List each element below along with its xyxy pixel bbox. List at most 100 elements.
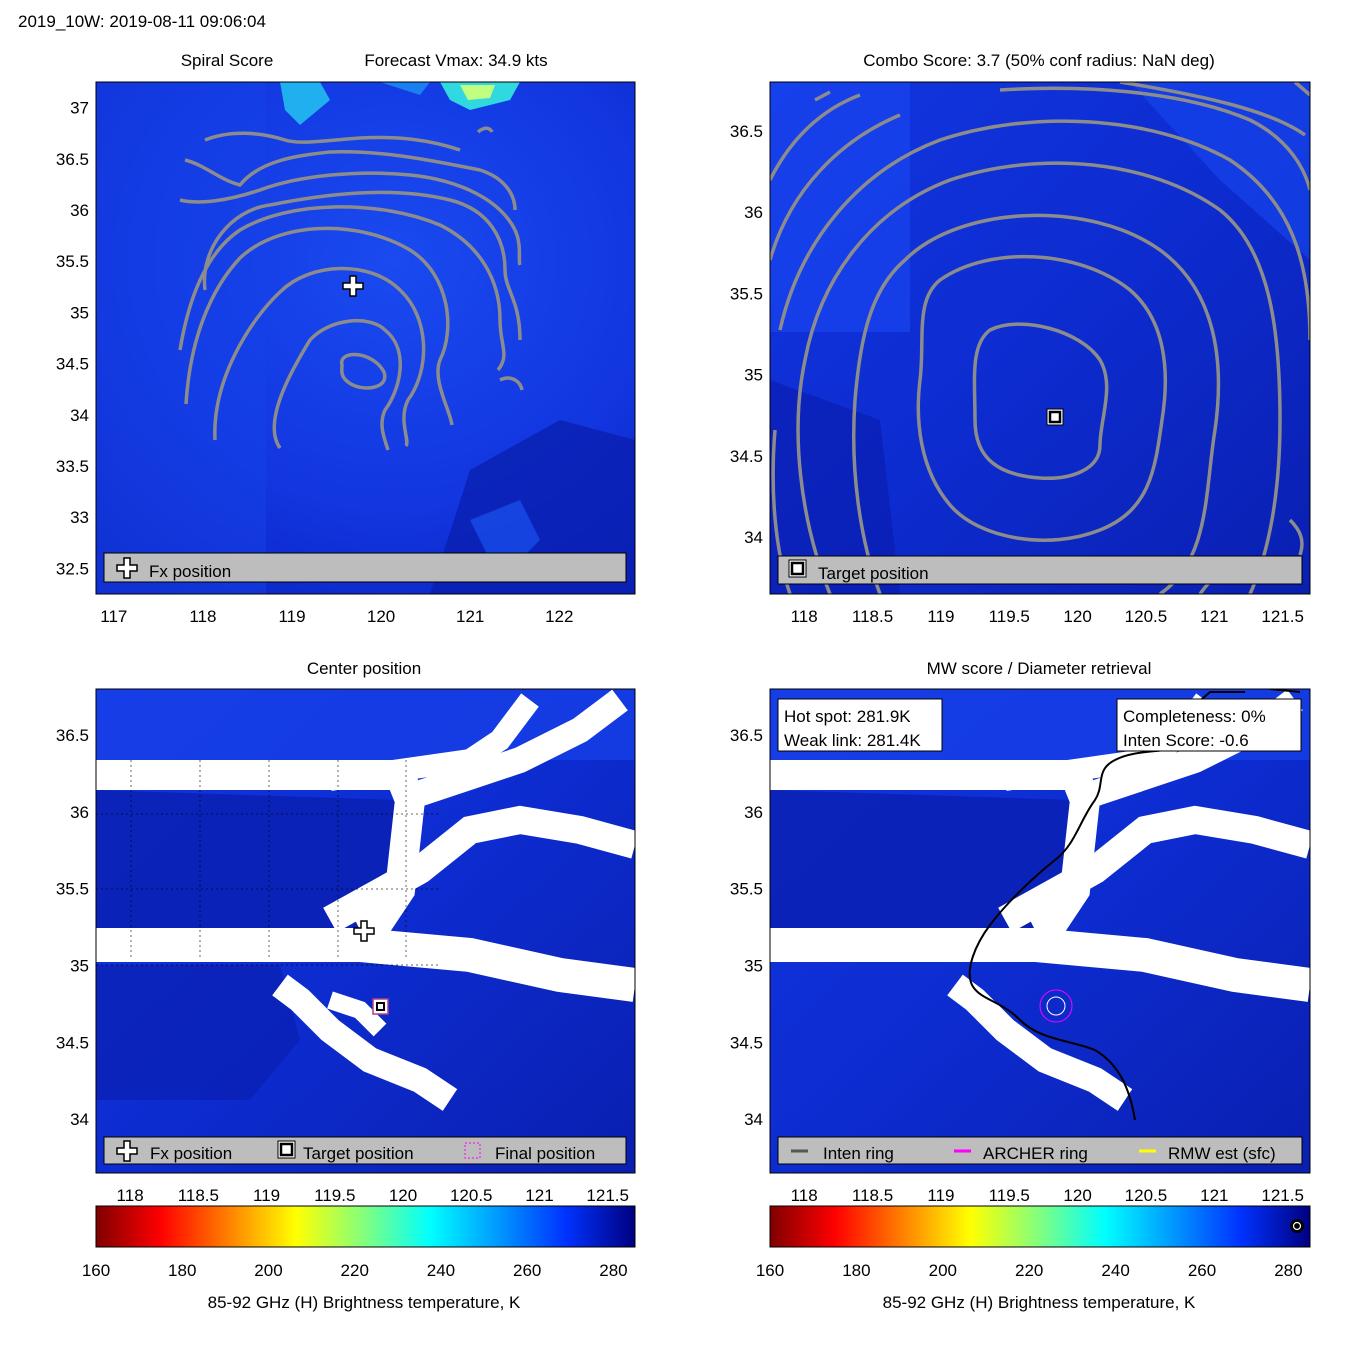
y-tick-label: 34.5: [730, 447, 763, 466]
x-tick-label: 119: [253, 1186, 280, 1205]
y-tick-label: 35: [744, 957, 763, 976]
y-tick-label: 35.5: [730, 284, 763, 303]
target-position-icon: [277, 1140, 296, 1159]
y-tick-label: 35: [70, 303, 89, 322]
x-tick-label: 121: [1200, 607, 1228, 626]
spiral-title: Spiral Score: [181, 51, 274, 70]
combo-legend-target: Target position: [818, 564, 929, 583]
x-tick-label: 118: [791, 1186, 818, 1205]
y-tick-label: 34.5: [56, 1033, 89, 1052]
y-tick-label: 32.5: [56, 559, 89, 578]
colorbar-tick-label: 220: [1015, 1261, 1043, 1280]
final-position-icon: [464, 1142, 481, 1159]
x-tick-label: 118.5: [852, 1186, 893, 1205]
mw-masks: [770, 689, 1310, 1111]
x-tick-label: 118: [189, 607, 216, 626]
y-tick-label: 33: [70, 508, 89, 527]
center-final-marker: [372, 998, 389, 1015]
x-tick-label: 119.5: [314, 1186, 355, 1205]
mw-legend-inten: Inten ring: [823, 1144, 894, 1163]
mw-ticks: 118 118.5 119 119.5 120 120.5 121 121.5 36.5 36 35…: [730, 726, 1304, 1205]
y-tick-label: 36: [744, 803, 763, 822]
panel-combo: Combo Score: 3.7 (50% conf radius: NaN d…: [730, 51, 1311, 626]
colorbar-tick-label: 260: [1188, 1261, 1216, 1280]
colorbar-left-label: 85-92 GHz (H) Brightness temperature, K: [208, 1293, 521, 1312]
panel-spiral: Spiral Score Forecast Vmax: 34.9 kts: [56, 51, 636, 626]
x-tick-label: 121.5: [586, 1186, 629, 1205]
center-fx-marker: [353, 920, 375, 942]
x-tick-label: 119: [927, 607, 954, 626]
x-tick-label: 120.5: [450, 1186, 493, 1205]
y-tick-label: 37: [70, 99, 89, 118]
y-tick-label: 34: [70, 406, 89, 425]
spiral-cold-patch: [280, 82, 330, 125]
y-tick-label: 36: [744, 203, 763, 222]
y-tick-label: 36: [70, 803, 89, 822]
x-tick-label: 119.5: [989, 1186, 1030, 1205]
combo-legend: Target position: [777, 555, 1303, 585]
panel-center: Center position: [56, 659, 636, 1205]
y-tick-label: 35.5: [730, 880, 763, 899]
y-tick-label: 34: [744, 528, 763, 547]
mw-completeness: Completeness: 0%: [1123, 707, 1266, 726]
y-tick-label: 35.5: [56, 252, 89, 271]
colorbar-tick-label: 240: [1101, 1261, 1129, 1280]
spiral-vmax: Forecast Vmax: 34.9 kts: [364, 51, 547, 70]
combo-title: Combo Score: 3.7 (50% conf radius: NaN d…: [863, 51, 1215, 70]
mw-archer-rings: [1039, 989, 1073, 1023]
target-position-icon: [788, 559, 807, 578]
mw-info-right: Completeness: 0% Inten Score: -0.6: [1116, 698, 1302, 752]
mw-coastline: [968, 691, 1245, 1121]
colorbar-tick-label: 200: [254, 1261, 282, 1280]
mw-weak-link: Weak link: 281.4K: [784, 731, 921, 750]
mw-hot-spot: Hot spot: 281.9K: [784, 707, 911, 726]
x-tick-label: 118: [791, 607, 818, 626]
spiral-fx-marker: [342, 275, 364, 297]
x-tick-label: 120: [1063, 1186, 1091, 1205]
y-tick-label: 36.5: [56, 726, 89, 745]
colorbar-tick-label: 160: [82, 1261, 110, 1280]
x-tick-label: 121: [525, 1186, 553, 1205]
mw-legend-rmw: RMW est (sfc): [1168, 1144, 1276, 1163]
y-tick-label: 34: [744, 1110, 763, 1129]
x-tick-label: 120.5: [1125, 607, 1168, 626]
mw-title: MW score / Diameter retrieval: [927, 659, 1152, 678]
x-tick-label: 121: [1200, 1186, 1228, 1205]
colorbar-tick-label: 260: [513, 1261, 541, 1280]
colorbar-right-ticks: 160 180 200 220 240 260 280: [756, 1261, 1303, 1280]
mw-info-left: Hot spot: 281.9K Weak link: 281.4K: [777, 698, 943, 752]
x-tick-label: 120.5: [1125, 1186, 1168, 1205]
center-masks: [96, 689, 635, 1111]
colorbar-left: 160 180 200 220 240 260 280 85-92 GHz (H) Brig…: [82, 1205, 636, 1312]
spiral-legend: Fx position: [103, 552, 627, 583]
x-tick-label: 118.5: [852, 607, 893, 626]
center-legend-final: Final position: [495, 1144, 595, 1163]
colorbar-marker: [1290, 1219, 1304, 1233]
colorbar-right-label: 85-92 GHz (H) Brightness temperature, K: [883, 1293, 1196, 1312]
colorbar-tick-label: 180: [842, 1261, 870, 1280]
center-legend-target: Target position: [303, 1144, 414, 1163]
center-legend: Fx position Target position Final positi…: [103, 1136, 627, 1165]
spiral-contours: [178, 126, 524, 451]
colorbar-tick-label: 200: [929, 1261, 957, 1280]
colorbar-tick-label: 280: [1274, 1261, 1302, 1280]
x-tick-label: 119: [927, 1186, 954, 1205]
colorbar-tick-label: 280: [599, 1261, 627, 1280]
combo-target-marker: [1046, 408, 1064, 426]
y-tick-label: 35.5: [56, 880, 89, 899]
colorbar-left-ticks: 160 180 200 220 240 260 280: [82, 1261, 628, 1280]
x-tick-label: 120: [367, 607, 395, 626]
y-tick-label: 36.5: [56, 150, 89, 169]
y-tick-label: 34: [70, 1110, 89, 1129]
x-tick-label: 121.5: [1261, 1186, 1304, 1205]
y-tick-label: 34.5: [730, 1033, 763, 1052]
y-tick-label: 34.5: [56, 355, 89, 374]
x-tick-label: 121: [456, 607, 484, 626]
colorbar-tick-label: 180: [168, 1261, 196, 1280]
center-title: Center position: [307, 659, 421, 678]
combo-ticks: 118 118.5 119 119.5 120 120.5 121 121.5 36.5 36 35…: [730, 122, 1304, 626]
mw-legend: Inten ring ARCHER ring RMW est (sfc): [777, 1136, 1303, 1165]
colorbar-tick-label: 160: [756, 1261, 784, 1280]
y-tick-label: 33.5: [56, 457, 89, 476]
